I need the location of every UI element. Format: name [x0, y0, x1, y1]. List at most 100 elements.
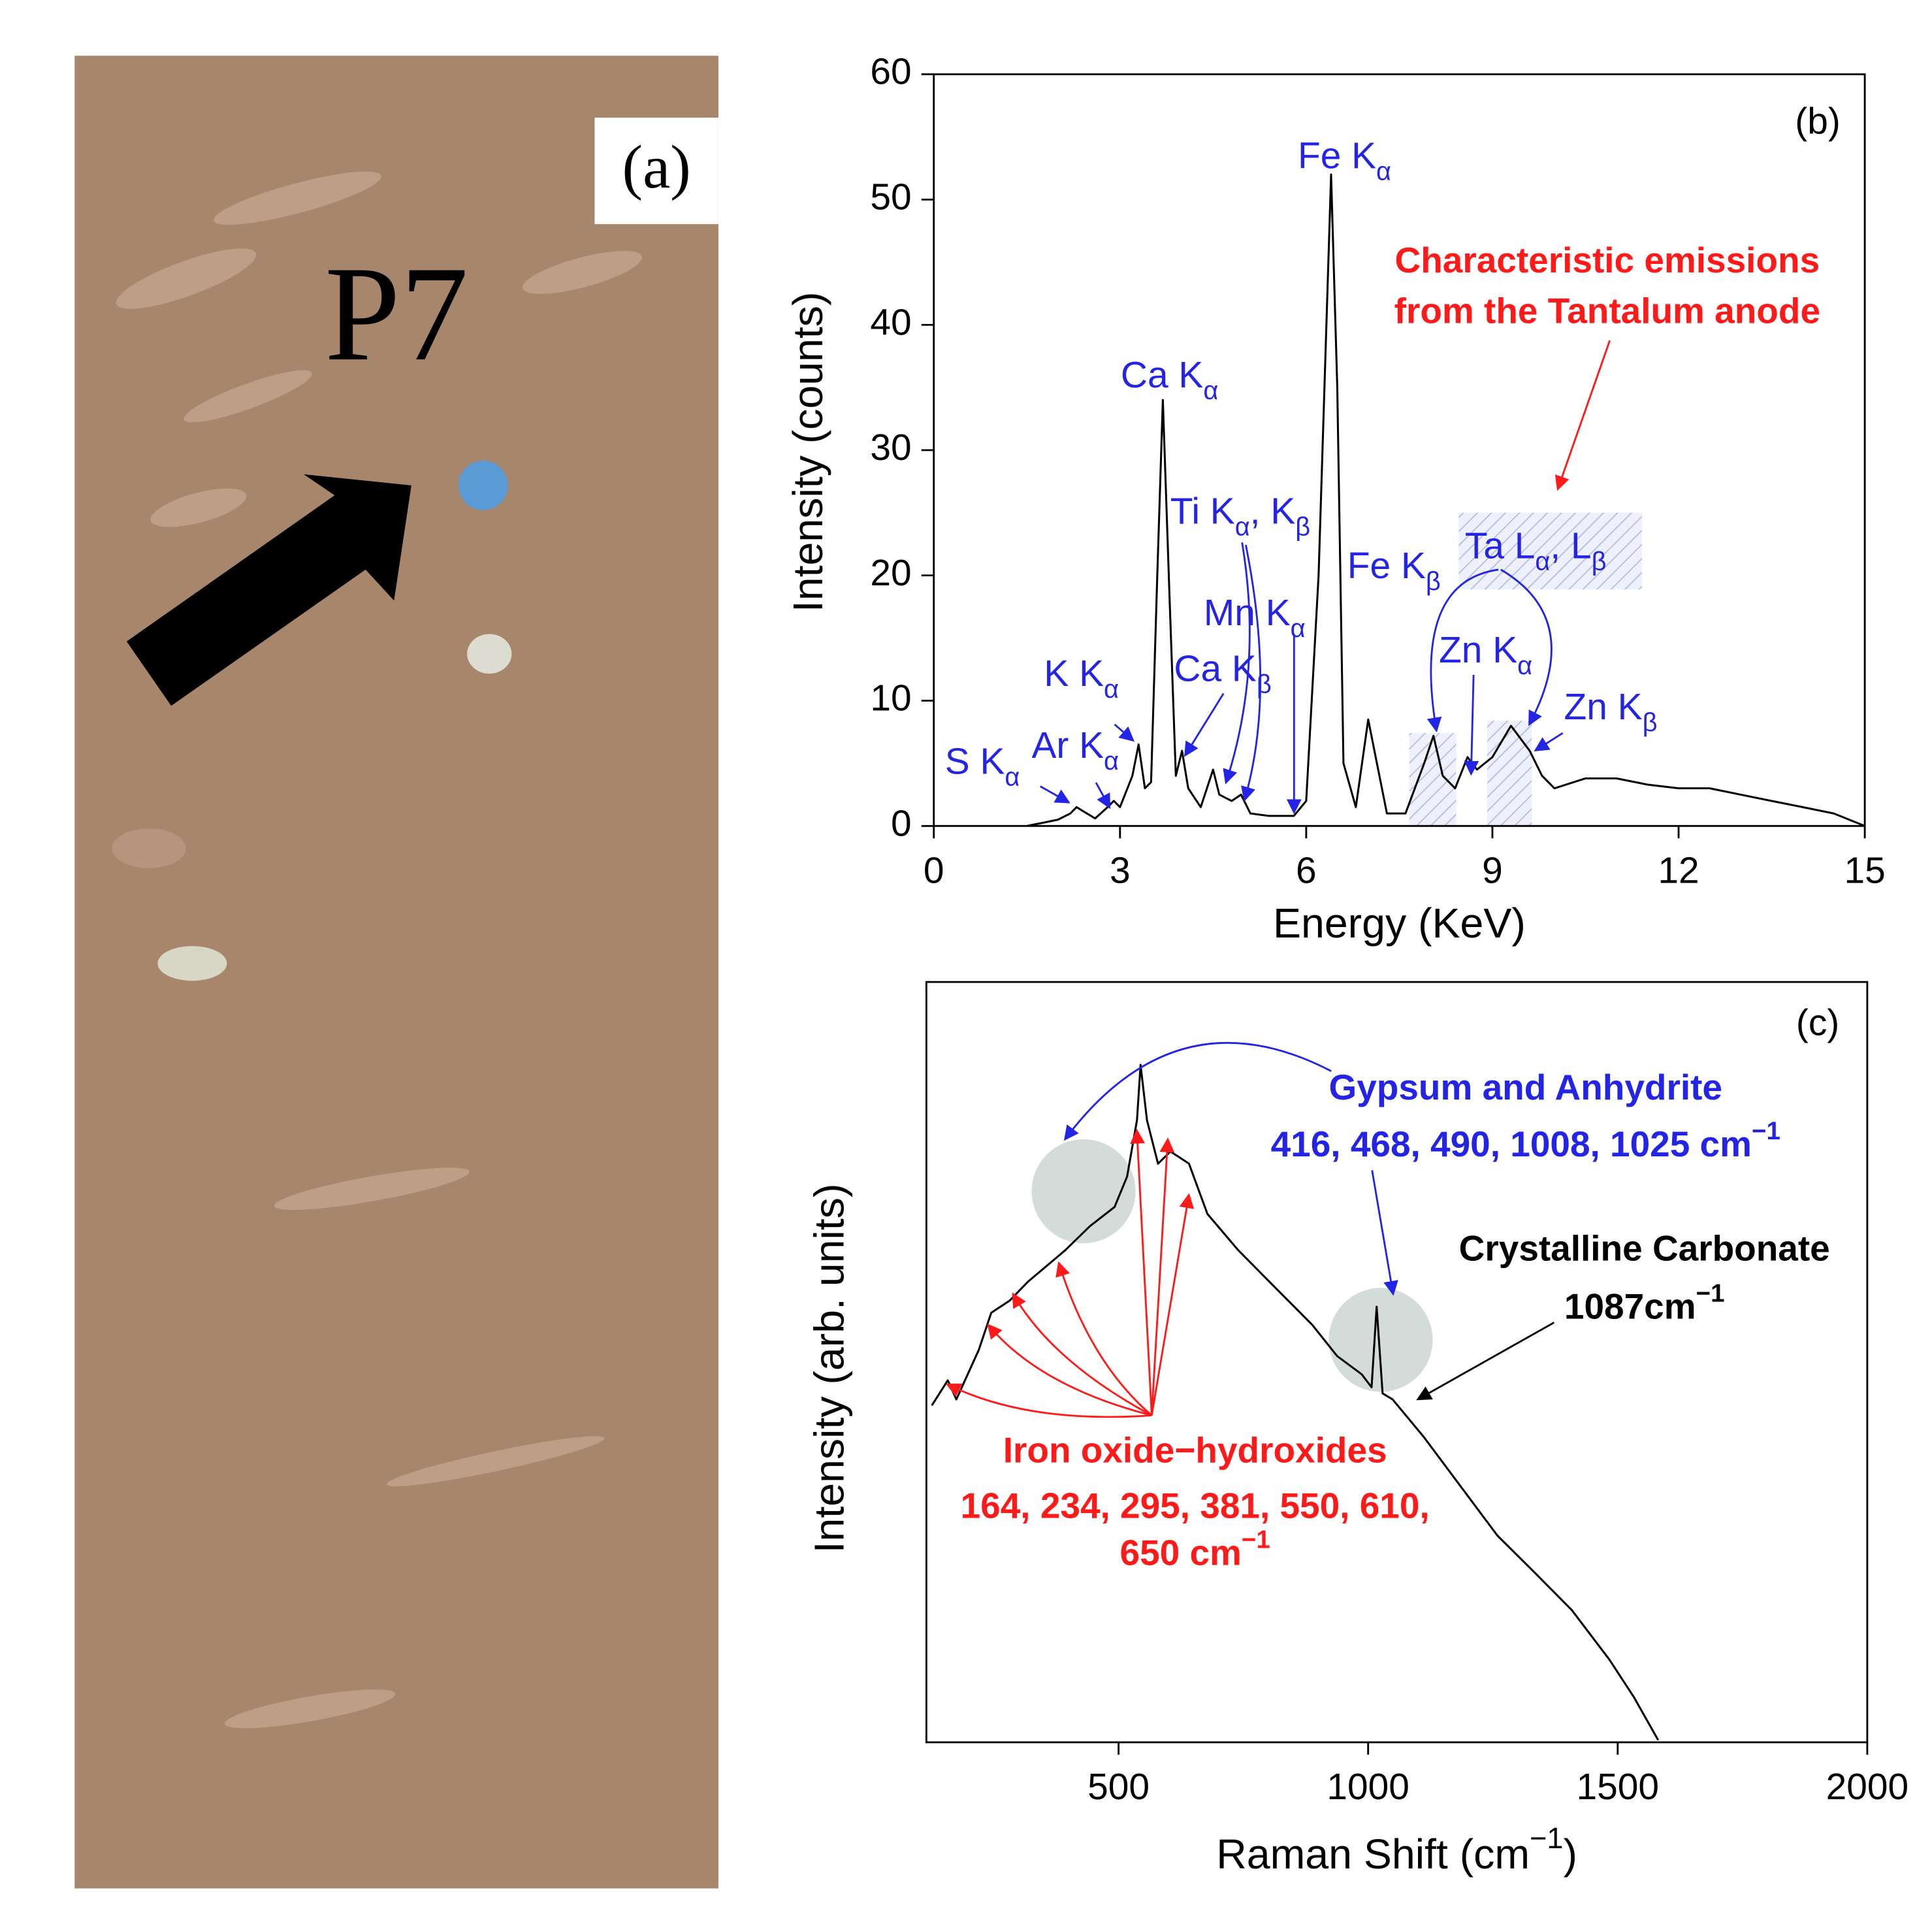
panel-label-box: [594, 118, 718, 225]
annotation: Fe Kα: [1298, 136, 1391, 186]
text-part: K K: [1044, 653, 1104, 694]
text-part: α: [1203, 376, 1218, 405]
y-tick-label: 50: [870, 176, 911, 218]
x-tick-label: 1000: [1327, 1767, 1409, 1808]
annotation-arrow: [987, 1323, 1152, 1416]
text-part: Characteristic emissions: [1395, 239, 1820, 280]
annotation-arrow: [1095, 782, 1111, 809]
x-tick-label: 1500: [1577, 1767, 1660, 1808]
annotation-arrow: [1534, 732, 1564, 752]
annotation-arrow: [1554, 340, 1611, 491]
text-part: Ti K: [1170, 491, 1235, 532]
text-part: −1: [1752, 1117, 1780, 1145]
annotation: Iron oxide−hydroxides: [1003, 1429, 1387, 1470]
y-tick-label: 30: [870, 427, 911, 468]
text-part: α: [1104, 674, 1119, 703]
text-part: β: [1592, 547, 1607, 576]
annotation-arrow: [1150, 1193, 1195, 1416]
y-tick-label: 10: [870, 678, 911, 719]
annotation: 1087cm−1: [1564, 1279, 1725, 1326]
text-part: Mn K: [1204, 593, 1291, 634]
x-tick-label: 3: [1110, 850, 1131, 891]
text-part: −1: [1696, 1279, 1725, 1307]
annotation: Ti Kα, Kβ: [1170, 491, 1310, 542]
emission-region: [1487, 721, 1532, 826]
x-tick-label: 9: [1482, 850, 1503, 891]
emission-region: [1458, 512, 1642, 590]
y-axis-title: Intensity (counts): [784, 292, 831, 613]
text-part: Raman Shift (cm: [1216, 1831, 1530, 1878]
x-tick-label: 2000: [1826, 1767, 1909, 1808]
annotation-arrow: [1114, 723, 1135, 742]
y-axis-title: Intensity (arb. units): [805, 1184, 852, 1554]
text-part: α: [1517, 651, 1532, 679]
annotation: from the Tantalum anode: [1394, 290, 1820, 331]
text-part: Fe K: [1347, 546, 1426, 587]
peak-highlight: [1031, 1139, 1136, 1244]
text-part: α: [1376, 157, 1391, 186]
annotation: 164, 234, 295, 381, 550, 610,: [961, 1485, 1430, 1525]
annotation: Gypsum and Anhydrite: [1328, 1067, 1722, 1107]
annotation: Ta Lα, Lβ: [1465, 526, 1607, 576]
text-part: from the Tantalum anode: [1394, 290, 1820, 331]
annotation: Ca Kα: [1121, 355, 1218, 405]
text-part: Iron oxide−hydroxides: [1003, 1429, 1387, 1470]
text-part: , K: [1250, 491, 1296, 532]
text-part: Gypsum and Anhydrite: [1328, 1067, 1722, 1107]
text-part: β: [1295, 512, 1310, 541]
annotation-arrow: [1150, 1137, 1175, 1416]
peak-highlight: [1328, 1288, 1433, 1392]
annotation: Ca Kβ: [1174, 648, 1271, 698]
text-part: 164, 234, 295, 381, 550, 610,: [961, 1485, 1430, 1525]
site-marker: [458, 461, 508, 510]
x-tick-label: 12: [1658, 850, 1699, 891]
text-part: −1: [1530, 1822, 1563, 1855]
plot-frame: [925, 981, 1869, 1744]
annotation: Zn Kα: [1439, 630, 1532, 680]
x-tick-label: 0: [924, 850, 944, 891]
text-part: Ca K: [1121, 355, 1203, 396]
text-part: , L: [1550, 526, 1591, 567]
text-part: 416, 468, 490, 1008, 1025 cm: [1271, 1124, 1752, 1164]
annotation: S Kα: [945, 742, 1020, 792]
text-part: α: [1104, 746, 1119, 775]
text-part: α: [1235, 512, 1250, 541]
text-part: Fe K: [1298, 136, 1376, 177]
annotation-arrow: [1241, 544, 1262, 802]
y-tick-label: 0: [891, 803, 912, 844]
text-part: 650 cm: [1120, 1532, 1242, 1573]
arrow: [126, 474, 411, 706]
annotation-arrow: [1055, 1261, 1153, 1416]
spectrum-line: [1026, 173, 1865, 827]
photo-speck: [467, 634, 512, 674]
annotation-arrow: [1223, 542, 1251, 785]
panel-label: (c): [1796, 1002, 1839, 1043]
text-part: −1: [1242, 1525, 1270, 1554]
annotation-arrow: [1040, 785, 1071, 804]
emission-region: [1409, 733, 1457, 826]
text-part: Ta L: [1465, 526, 1535, 567]
text-part: α: [1005, 762, 1020, 791]
y-tick-label: 60: [870, 52, 911, 93]
photo-speck: [157, 946, 227, 981]
site-label: P7: [325, 238, 468, 389]
photo: (a) P7: [74, 56, 718, 1889]
x-tick-label: 6: [1296, 850, 1317, 891]
annotation-arrow: [1183, 693, 1225, 757]
text-part: Zn K: [1564, 687, 1643, 728]
annotation-arrow: [1416, 1322, 1555, 1401]
annotation-arrow: [1130, 1128, 1153, 1416]
x-axis-title: Energy (KeV): [1273, 900, 1526, 947]
text-part: α: [1291, 614, 1306, 643]
annotation-arrow: [1012, 1292, 1152, 1416]
y-tick-label: 20: [870, 553, 911, 594]
annotation-arrow: [1500, 568, 1553, 726]
annotation: Mn Kα: [1204, 593, 1306, 643]
annotation: Fe Kβ: [1347, 546, 1441, 596]
text-part: β: [1426, 567, 1441, 596]
x-tick-label: 15: [1844, 850, 1885, 891]
annotation-arrow: [1426, 568, 1499, 733]
annotation: Characteristic emissions: [1395, 239, 1820, 280]
annotation: Zn Kβ: [1564, 687, 1658, 737]
